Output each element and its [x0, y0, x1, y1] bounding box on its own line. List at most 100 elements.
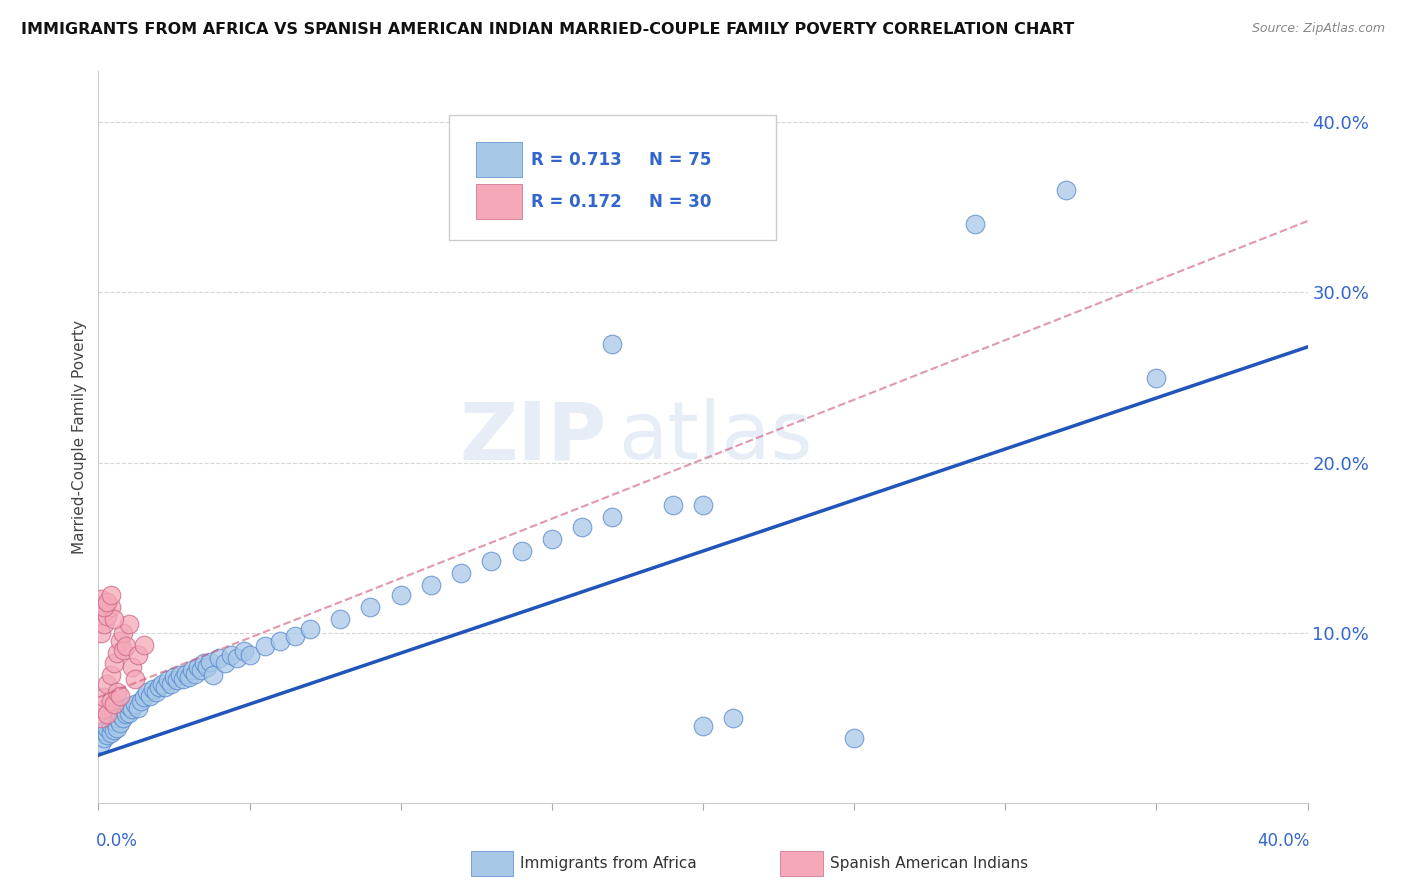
FancyBboxPatch shape — [475, 143, 522, 178]
Point — [111, 625, 134, 640]
Point — [181, 663, 204, 677]
Point — [214, 657, 236, 671]
Point — [692, 719, 714, 733]
Point — [163, 670, 186, 684]
Point — [239, 648, 262, 662]
Point — [253, 640, 276, 654]
Point — [90, 736, 112, 750]
Text: atlas: atlas — [619, 398, 813, 476]
Point — [174, 666, 197, 681]
Point — [844, 731, 866, 746]
Point — [420, 578, 443, 592]
Point — [269, 634, 291, 648]
Point — [226, 651, 249, 665]
Text: ZIP: ZIP — [458, 398, 606, 476]
FancyBboxPatch shape — [449, 115, 776, 240]
Point — [195, 659, 218, 673]
Point — [103, 714, 125, 728]
Point — [148, 680, 170, 694]
Point — [661, 498, 683, 512]
Point — [108, 715, 131, 730]
Point — [100, 717, 122, 731]
Y-axis label: Married-Couple Family Poverty: Married-Couple Family Poverty — [72, 320, 87, 554]
Text: R = 0.713: R = 0.713 — [531, 151, 621, 169]
Point — [108, 634, 131, 648]
Point — [166, 673, 188, 688]
Point — [450, 566, 472, 581]
Point — [571, 520, 593, 534]
Point — [187, 659, 209, 673]
Point — [965, 218, 987, 232]
Point — [90, 711, 112, 725]
Point — [93, 724, 115, 739]
Point — [172, 672, 194, 686]
Point — [221, 648, 243, 662]
Text: 0.0%: 0.0% — [96, 832, 138, 850]
Point — [118, 617, 141, 632]
Point — [100, 694, 122, 708]
Point — [124, 672, 146, 686]
Point — [190, 663, 212, 677]
Point — [100, 726, 122, 740]
Point — [103, 657, 125, 671]
Text: Immigrants from Africa: Immigrants from Africa — [520, 856, 697, 871]
Point — [111, 702, 134, 716]
Point — [156, 673, 179, 688]
Point — [108, 707, 131, 722]
Point — [142, 681, 165, 696]
Point — [121, 659, 143, 673]
Text: 40.0%: 40.0% — [1257, 832, 1310, 850]
Text: R = 0.172: R = 0.172 — [531, 193, 621, 211]
Point — [202, 668, 225, 682]
Point — [1144, 370, 1167, 384]
Point — [103, 612, 125, 626]
Point — [329, 612, 352, 626]
Point — [127, 700, 149, 714]
Point — [1054, 183, 1077, 197]
Point — [135, 685, 157, 699]
Point — [510, 544, 533, 558]
Text: IMMIGRANTS FROM AFRICA VS SPANISH AMERICAN INDIAN MARRIED-COUPLE FAMILY POVERTY : IMMIGRANTS FROM AFRICA VS SPANISH AMERIC… — [21, 22, 1074, 37]
Point — [105, 646, 128, 660]
Point — [93, 702, 115, 716]
Point — [108, 689, 131, 703]
Text: Source: ZipAtlas.com: Source: ZipAtlas.com — [1251, 22, 1385, 36]
Point — [100, 668, 122, 682]
Point — [96, 677, 118, 691]
Point — [90, 591, 112, 606]
Point — [692, 498, 714, 512]
Point — [193, 657, 215, 671]
Text: Spanish American Indians: Spanish American Indians — [830, 856, 1028, 871]
Point — [103, 723, 125, 737]
Point — [284, 629, 307, 643]
Point — [208, 651, 231, 665]
Point — [96, 728, 118, 742]
Point — [184, 666, 207, 681]
Text: N = 75: N = 75 — [648, 151, 711, 169]
Point — [100, 600, 122, 615]
Point — [389, 588, 412, 602]
Point — [150, 677, 173, 691]
Point — [96, 595, 118, 609]
Point — [602, 510, 624, 524]
Point — [153, 680, 176, 694]
Point — [105, 685, 128, 699]
Point — [96, 608, 118, 623]
Point — [360, 600, 382, 615]
Point — [299, 622, 322, 636]
Point — [129, 694, 152, 708]
Point — [124, 697, 146, 711]
Point — [100, 588, 122, 602]
Point — [481, 554, 503, 568]
Point — [96, 721, 118, 735]
Point — [139, 689, 162, 703]
Point — [114, 707, 136, 722]
Point — [200, 655, 222, 669]
Point — [540, 532, 562, 546]
Point — [179, 670, 201, 684]
Point — [114, 640, 136, 654]
Point — [90, 625, 112, 640]
FancyBboxPatch shape — [475, 184, 522, 219]
Point — [169, 668, 191, 682]
Point — [145, 685, 167, 699]
